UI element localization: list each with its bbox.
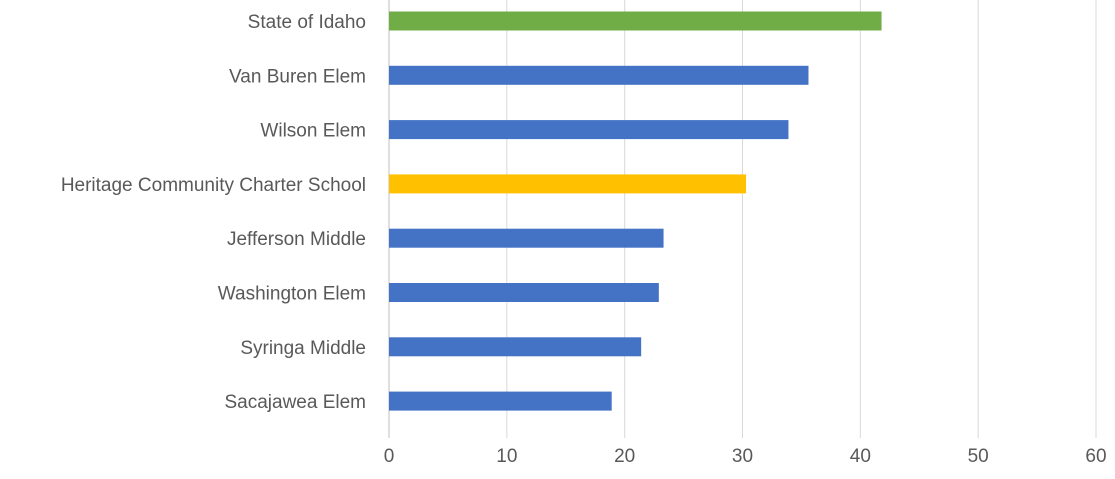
bar [389, 391, 612, 411]
category-label: Washington Elem [218, 284, 366, 305]
bar [389, 283, 659, 302]
x-tick-label: 10 [496, 446, 517, 467]
x-tick-label: 20 [614, 446, 635, 467]
bar [389, 228, 664, 248]
category-label: State of Idaho [248, 12, 366, 33]
bars [389, 11, 882, 411]
x-tick-label: 60 [1085, 446, 1106, 467]
gridlines [388, 0, 1097, 438]
x-tick-labels: 0 10 20 30 40 50 60 [384, 446, 1107, 467]
bar [389, 120, 789, 140]
category-labels: State of Idaho Van Buren Elem Wilson Elem H… [61, 12, 366, 413]
category-label: Wilson Elem [260, 121, 366, 142]
bar [389, 337, 642, 357]
category-label: Jefferson Middle [227, 229, 366, 250]
category-label: Heritage Community Charter School [61, 175, 366, 196]
category-label: Sacajawea Elem [224, 392, 366, 413]
category-label: Syringa Middle [240, 338, 366, 359]
bar [389, 11, 882, 31]
bar [389, 65, 809, 85]
x-tick-label: 0 [384, 446, 395, 467]
category-label: Van Buren Elem [229, 66, 366, 87]
x-tick-label: 40 [850, 446, 871, 467]
x-tick-label: 50 [968, 446, 989, 467]
x-tick-label: 30 [732, 446, 753, 467]
bar [389, 174, 747, 194]
